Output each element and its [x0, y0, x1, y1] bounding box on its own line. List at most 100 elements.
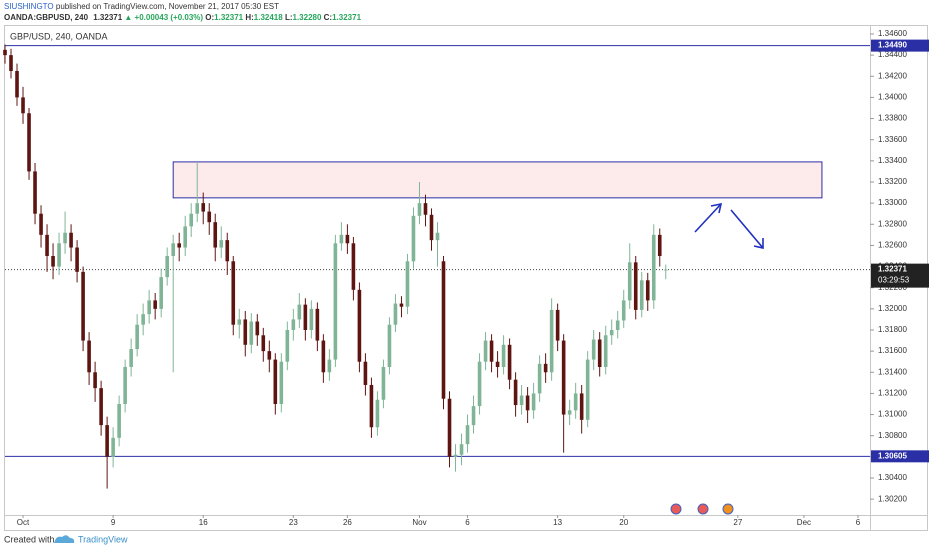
y-tick-label: 1.30400	[878, 473, 907, 482]
x-tick-label: 6	[465, 518, 470, 527]
y-tick-label: 1.34200	[878, 71, 907, 80]
candle-body	[255, 321, 260, 336]
x-tick-label: Dec	[797, 518, 811, 527]
candle-body	[219, 240, 224, 248]
x-tick-label: 9	[111, 518, 116, 527]
candle-body	[333, 243, 338, 360]
candle-body	[507, 344, 512, 380]
y-tick-label: 1.34000	[878, 93, 907, 102]
published: published on TradingView.com, November 2…	[56, 2, 279, 11]
candle-body	[315, 308, 320, 341]
candle-body	[621, 300, 626, 321]
last-price-box	[871, 263, 929, 288]
candle-body	[45, 234, 49, 256]
candle-body	[531, 393, 536, 411]
countdown-label: 03:29:53	[878, 276, 910, 285]
candle-body	[543, 363, 548, 373]
candle-body	[321, 340, 326, 373]
x-tick-label: 26	[343, 518, 352, 527]
candle-body	[177, 243, 182, 248]
candle-body	[207, 211, 212, 223]
candle-body	[15, 70, 19, 98]
chart-frame	[4, 25, 928, 531]
candle-body	[165, 255, 169, 278]
candle-body	[459, 444, 464, 455]
resistance-zone	[172, 161, 823, 199]
candle-body	[645, 280, 650, 301]
y-tick-label: 1.32800	[878, 219, 907, 228]
level-label-box	[871, 450, 929, 463]
candle-body	[405, 261, 410, 307]
candle-body	[465, 425, 470, 445]
candle-body	[519, 395, 524, 406]
legend-title: GBP/USD, 240, OANDA	[10, 31, 108, 41]
y-tick-label: 1.33200	[878, 177, 907, 186]
y-tick-label: 1.31000	[878, 410, 907, 419]
symbol-line: OANDA:GBPUSD, 240 1.32371 ▲ +0.00043 (+0…	[4, 13, 362, 22]
candle-body	[633, 262, 638, 310]
y-tick-label: 1.31400	[878, 367, 907, 376]
c-value: 1.32371	[332, 13, 361, 22]
candle-body	[99, 388, 103, 426]
candle-body	[435, 232, 440, 241]
x-tick-label: 13	[553, 518, 562, 527]
last-price-label: 1.32371	[878, 265, 907, 274]
candle-body	[267, 351, 272, 360]
y-tick-label: 1.34600	[878, 29, 907, 38]
candle-body	[573, 393, 578, 411]
candle-body	[513, 379, 518, 406]
candle-body	[489, 340, 494, 362]
c-label: C:	[324, 13, 332, 22]
candle-body	[129, 349, 133, 367]
candle-body	[597, 339, 602, 367]
candle-body	[81, 271, 85, 341]
author: SIUSHINGTO	[4, 2, 54, 11]
candle-body	[189, 213, 194, 227]
y-tick-label: 1.34400	[878, 50, 907, 59]
candle-body	[561, 340, 566, 415]
candle-body	[441, 261, 446, 399]
o-label: O:	[205, 13, 214, 22]
candle-body	[579, 393, 584, 420]
event-icon	[722, 503, 734, 515]
candle-body	[141, 314, 145, 325]
candle-body	[69, 232, 73, 248]
y-tick-label: 1.32000	[878, 304, 907, 313]
candle-body	[105, 425, 109, 457]
footer-created: Created with	[4, 534, 55, 544]
candle-body	[27, 113, 31, 172]
candle-body	[153, 300, 157, 309]
candle-body	[549, 309, 554, 373]
candle-body	[627, 262, 632, 301]
candle-body	[471, 406, 476, 426]
candle-body	[501, 344, 506, 367]
event-icons	[670, 503, 734, 515]
o-value: 1.32371	[214, 13, 243, 22]
candle-body	[663, 269, 668, 271]
level-label: 1.34490	[878, 41, 907, 50]
event-icon	[670, 503, 682, 515]
x-tick-label: 6	[856, 518, 861, 527]
candle-body	[261, 335, 266, 352]
candle-body	[423, 203, 428, 215]
arrows	[694, 202, 764, 249]
candle-body	[363, 361, 368, 385]
candle-body	[345, 234, 350, 244]
candle-body	[447, 398, 452, 457]
footer-brand: TradingView	[78, 534, 128, 544]
arrow-down-head	[753, 238, 764, 249]
candle-body	[639, 280, 644, 310]
candle-body	[237, 319, 242, 325]
candle-body	[213, 222, 218, 248]
candle-body	[393, 303, 398, 325]
candle-body	[417, 203, 422, 216]
candle-body	[351, 243, 356, 290]
y-tick-label: 1.32600	[878, 241, 907, 250]
candle-body	[201, 203, 206, 212]
y-tick-label: 1.30800	[878, 431, 907, 440]
candle-body	[171, 243, 175, 256]
level-label: 1.30605	[878, 451, 907, 460]
candle-body	[57, 243, 61, 267]
x-tick-label: 20	[619, 518, 628, 527]
candle-body	[195, 203, 200, 214]
